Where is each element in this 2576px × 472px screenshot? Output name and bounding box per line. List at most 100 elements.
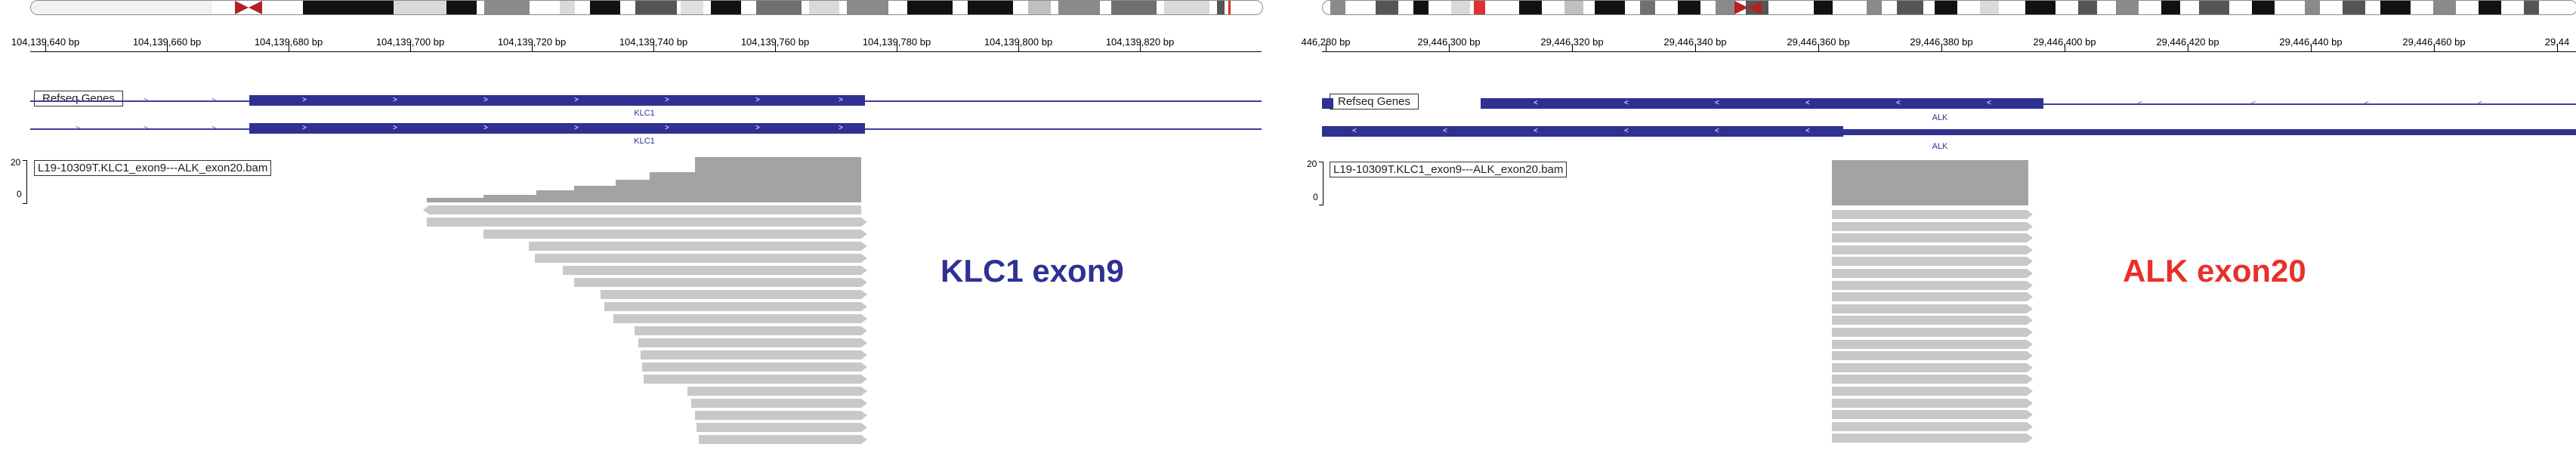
cytoband xyxy=(1897,1,1923,14)
cytoband xyxy=(394,1,446,14)
cytoband xyxy=(1111,1,1157,14)
cytoband xyxy=(2433,1,2456,14)
strand-arrow-icon: > xyxy=(755,96,760,104)
aligned-read xyxy=(1832,210,2033,219)
cytoband xyxy=(1228,1,1231,14)
cytoband xyxy=(1814,1,1833,14)
aligned-read xyxy=(604,302,867,311)
ruler-tick-label: 29,446,460 bp xyxy=(2402,36,2466,48)
gene-exon[interactable] xyxy=(1322,98,1333,109)
gene-intron-line xyxy=(2043,103,2576,105)
cytoband xyxy=(1376,1,1398,14)
ruler-tick xyxy=(1818,44,1819,51)
gene-exon[interactable] xyxy=(249,123,865,134)
centromere-icon xyxy=(235,1,262,14)
bam-track-label[interactable]: L19-10309T.KLC1_exon9---ALK_exon20.bam xyxy=(1330,162,1568,177)
ruler-tick-label: 104,139,700 bp xyxy=(375,36,445,48)
strand-arrow-icon: > xyxy=(665,96,669,104)
gene-exon[interactable] xyxy=(249,95,865,106)
cytoband xyxy=(31,1,212,14)
chromosome-ideogram[interactable] xyxy=(1322,0,2576,15)
strand-arrow-icon: > xyxy=(212,97,216,105)
strand-arrow-icon: > xyxy=(76,97,80,105)
ruler-tick-label: 104,139,740 bp xyxy=(619,36,688,48)
strand-arrow-icon: < xyxy=(1896,99,1901,107)
aligned-read xyxy=(1832,398,2033,408)
aligned-read xyxy=(1832,221,2033,231)
bam-track-label[interactable]: L19-10309T.KLC1_exon9---ALK_exon20.bam xyxy=(34,160,272,176)
ruler-tick xyxy=(1018,44,1019,51)
gene-intron-line xyxy=(30,100,249,102)
strand-arrow-icon: > xyxy=(393,124,397,132)
aligned-read xyxy=(613,314,867,323)
cytoband xyxy=(847,1,888,14)
fusion-annotation-label: ALK exon20 xyxy=(2123,253,2306,288)
refseq-gene-track: Refseq Genes ALK ALK < < < < < < < < < <… xyxy=(1307,92,2576,153)
strand-arrow-icon: > xyxy=(839,96,843,104)
aligned-read xyxy=(1832,421,2033,431)
ruler-tick xyxy=(1140,44,1141,51)
cytoband xyxy=(681,1,703,14)
aligned-read xyxy=(1832,269,2033,278)
ruler-tick xyxy=(2557,44,2558,51)
ruler-tick xyxy=(653,44,654,51)
strand-arrow-icon: > xyxy=(755,124,760,132)
ruler-tick-label: 104,139,640 bp xyxy=(11,36,80,48)
right-igv-panel: 446,280 bp 29,446,300 bp 29,446,320 bp 29,4… xyxy=(1301,0,2576,472)
aligned-read xyxy=(483,230,867,239)
coverage-min-label: 0 xyxy=(17,189,22,199)
gene-name-label: ALK xyxy=(1932,113,1948,122)
ruler-tick xyxy=(1449,44,1450,51)
ruler-tick-label: 104,139,720 bp xyxy=(497,36,567,48)
ruler-tick xyxy=(45,44,46,51)
chromosome-ideogram[interactable] xyxy=(30,0,1263,15)
cytoband xyxy=(2479,1,2501,14)
cytoband xyxy=(1451,1,1470,14)
strand-arrow-icon: > xyxy=(574,96,579,104)
aligned-read xyxy=(1832,280,2033,290)
aligned-read xyxy=(535,254,867,263)
ruler-tick-label: 104,139,760 bp xyxy=(740,36,810,48)
ruler-tick xyxy=(167,44,168,51)
strand-arrow-icon: > xyxy=(574,124,579,132)
aligned-read xyxy=(697,423,867,432)
ruler-tick xyxy=(2434,44,2435,51)
aligned-read xyxy=(1832,328,2033,337)
refseq-track-label[interactable]: Refseq Genes xyxy=(1330,94,1419,110)
cytoband xyxy=(1564,1,1583,14)
cytoband xyxy=(711,1,741,14)
strand-arrow-icon: > xyxy=(302,96,307,104)
coverage-max-label: 20 xyxy=(11,157,21,168)
gene-name-label: KLC1 xyxy=(634,109,655,118)
ruler-tick-label: 104,139,800 bp xyxy=(984,36,1053,48)
strand-arrow-icon: > xyxy=(665,124,669,132)
aligned-read xyxy=(642,362,867,372)
ruler-tick xyxy=(775,44,776,51)
ruler-tick-label: 29,446,300 bp xyxy=(1417,36,1481,48)
ruler-tick xyxy=(1326,44,1327,51)
cytoband xyxy=(907,1,953,14)
coverage-scale-bracket xyxy=(1319,162,1324,205)
gene-exon[interactable] xyxy=(1481,98,2043,109)
cytoband xyxy=(1474,1,1485,14)
gene-name-label: KLC1 xyxy=(634,137,655,146)
aligned-read xyxy=(529,242,867,251)
gene-exon[interactable] xyxy=(1322,126,1843,137)
coverage-bar xyxy=(1832,160,2028,205)
coverage-bar xyxy=(695,157,861,202)
aligned-read xyxy=(563,266,867,275)
aligned-read xyxy=(638,338,867,347)
coverage-max-label: 20 xyxy=(1307,159,1317,169)
ruler-tick-label: 29,446,360 bp xyxy=(1787,36,1850,48)
cytoband xyxy=(2380,1,2411,14)
cytoband xyxy=(2252,1,2275,14)
coordinate-ruler: 446,280 bp 29,446,300 bp 29,446,320 bp 29,4… xyxy=(1301,36,2576,53)
cytoband xyxy=(2343,1,2365,14)
cytoband xyxy=(809,1,839,14)
aligned-read xyxy=(1832,257,2033,267)
cytoband xyxy=(2161,1,2180,14)
cytoband xyxy=(968,1,1013,14)
gene-exon[interactable] xyxy=(1843,129,2576,135)
strand-arrow-icon: < xyxy=(1534,127,1538,135)
ruler-tick xyxy=(1941,44,1942,51)
